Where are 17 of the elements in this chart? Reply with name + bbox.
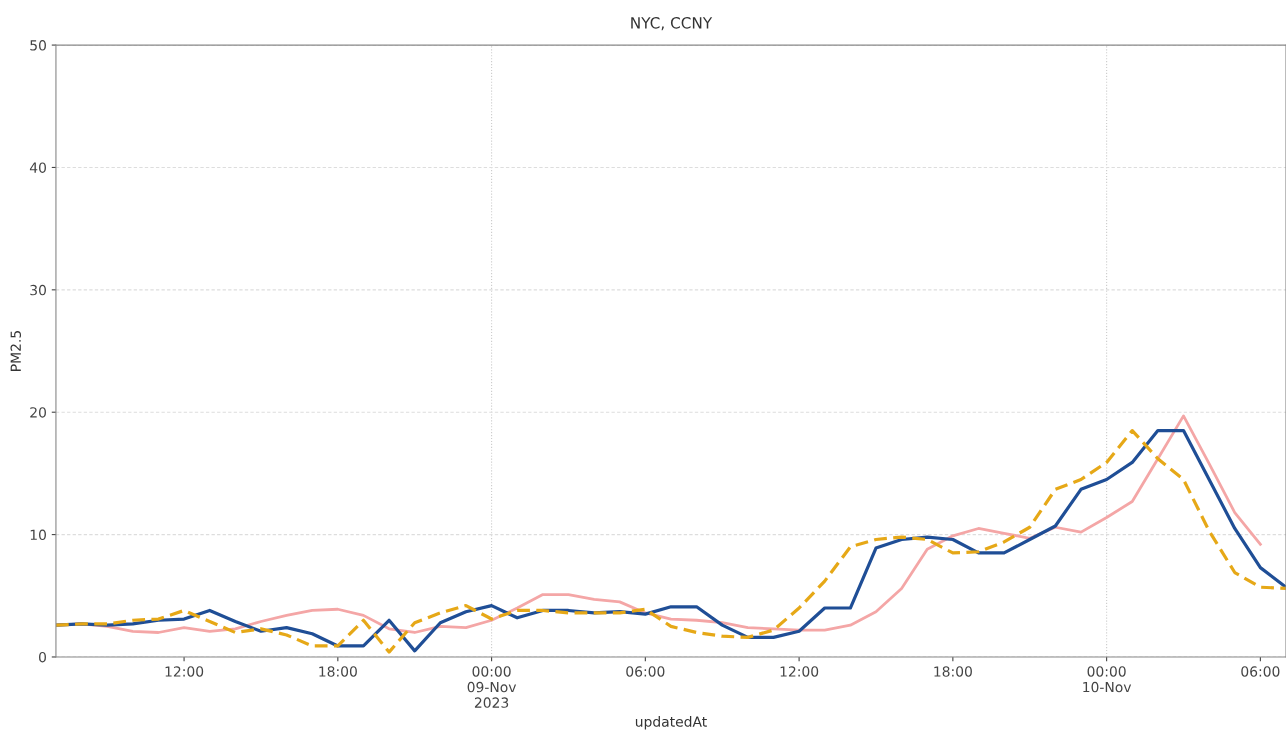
y-tick-label: 30 [30,284,46,296]
x-tick-label: 18:00 [319,666,357,677]
y-tick-label: 10 [30,529,46,541]
x-tick-label: 12:00 [165,666,204,677]
y-tick-label: 50 [30,40,46,51]
y-tick-label: 40 [29,162,46,173]
x-tick-label: 18:00 [934,666,972,677]
y-axis-title: PM2.5 [10,331,21,371]
x-tick-label: 06:00 [626,666,665,677]
x-tick-label: 00:00 10-Nov [1083,666,1132,693]
x-tick-label: 06:00 [1241,666,1280,677]
x-axis-title: updatedAt [635,716,707,730]
x-tick-label: 00:00 09-Nov 2023 [467,666,517,708]
y-tick-label: 0 [38,651,46,663]
y-tick-label: 20 [30,407,46,418]
chart-title: NYC, CCNY [631,17,713,31]
x-tick-label: 12:00 [780,666,819,677]
